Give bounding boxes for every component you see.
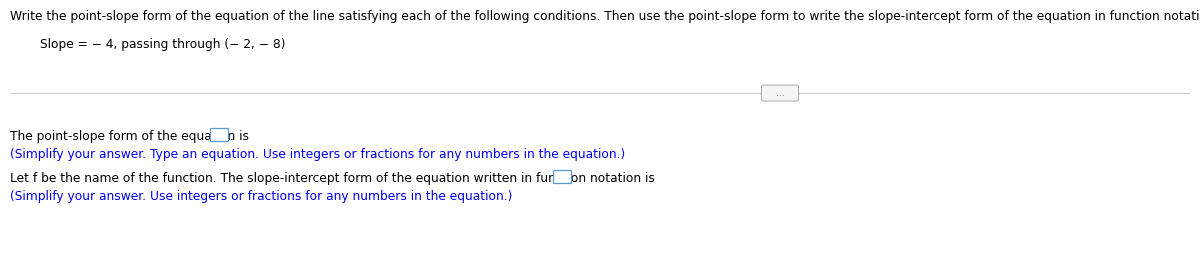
Text: ...: ... <box>775 89 785 98</box>
Text: (Simplify your answer. Use integers or fractions for any numbers in the equation: (Simplify your answer. Use integers or f… <box>10 190 512 203</box>
Text: The point-slope form of the equation is: The point-slope form of the equation is <box>10 130 250 143</box>
Text: Write the point-slope form of the equation of the line satisfying each of the fo: Write the point-slope form of the equati… <box>10 10 1200 23</box>
Text: Slope = − 4, passing through (− 2, − 8): Slope = − 4, passing through (− 2, − 8) <box>40 38 286 51</box>
Text: .: . <box>230 130 234 143</box>
Text: (Simplify your answer. Type an equation. Use integers or fractions for any numbe: (Simplify your answer. Type an equation.… <box>10 148 625 161</box>
Text: Let f be the name of the function. The slope-intercept form of the equation writ: Let f be the name of the function. The s… <box>10 172 655 185</box>
Text: .: . <box>574 172 577 185</box>
FancyBboxPatch shape <box>210 128 228 141</box>
FancyBboxPatch shape <box>762 85 798 101</box>
FancyBboxPatch shape <box>553 170 571 183</box>
